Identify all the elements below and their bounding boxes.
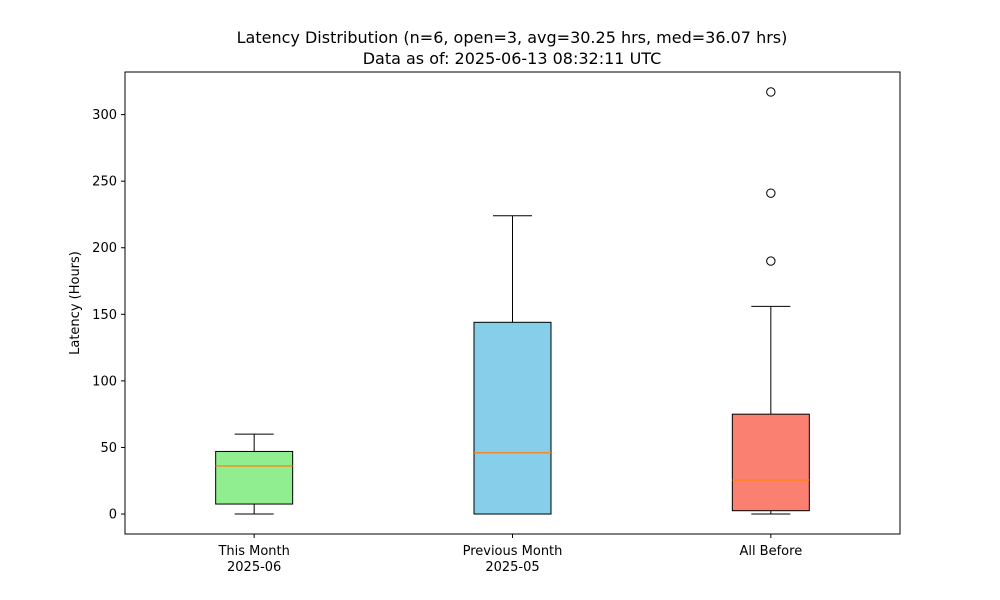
outlier-point [766, 256, 776, 266]
x-tick-sublabel: 2025-06 [227, 560, 281, 575]
x-tick-sublabel: 2025-05 [485, 560, 539, 575]
y-tick-label: 50 [100, 441, 117, 456]
y-tick-label: 100 [92, 374, 117, 389]
y-tick-label: 0 [109, 508, 117, 523]
outlier-point [766, 87, 776, 97]
x-tick-label: This Month [217, 544, 289, 559]
box-iqr [215, 450, 294, 505]
x-tick-label: All Before [739, 544, 802, 559]
chart-title: Latency Distribution (n=6, open=3, avg=3… [237, 28, 788, 47]
outlier-point [766, 188, 776, 198]
y-axis-label: Latency (Hours) [68, 251, 83, 355]
y-tick-label: 250 [92, 175, 117, 190]
box-iqr [473, 321, 552, 515]
chart-subtitle: Data as of: 2025-06-13 08:32:11 UTC [363, 49, 662, 68]
y-tick-label: 200 [92, 241, 117, 256]
box-iqr [731, 413, 810, 512]
x-tick-label: Previous Month [463, 544, 563, 559]
y-tick-label: 300 [92, 108, 117, 123]
y-tick-label: 150 [92, 308, 117, 323]
plot-frame [124, 71, 901, 535]
